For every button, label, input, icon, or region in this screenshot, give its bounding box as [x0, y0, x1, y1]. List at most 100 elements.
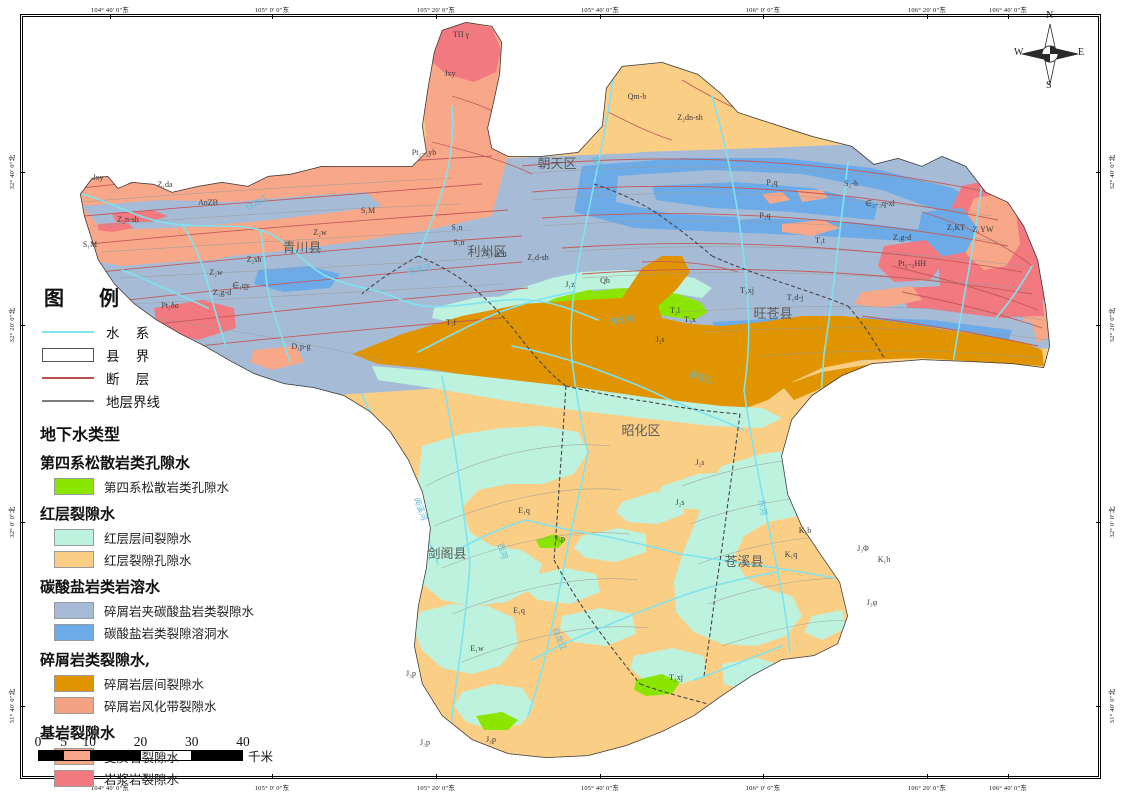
river-line-symbol [40, 325, 96, 339]
graticule-label-bottom-3: 105° 40' 0"东 [580, 785, 620, 792]
legend-group-heading-0: 第四系松散岩类孔隙水 [40, 454, 191, 472]
geo-unit-label-23: T₁f [446, 318, 457, 327]
geo-unit-label-53: T₃xj [669, 673, 683, 682]
graticule-label-top-0: 104° 40' 0"东 [90, 7, 130, 14]
legend-swatch-label-2-1: 碳酸盐岩类裂隙溶洞水 [104, 626, 230, 641]
graticule-label-right-1: 32° 20' 0"北 [1109, 307, 1116, 343]
graticule-label-right-0: 32° 40' 0"北 [1109, 154, 1116, 190]
graticule-tick-bottom [763, 774, 765, 779]
geo-unit-label-7: S₁M [83, 240, 97, 249]
legend-row-county-boundary: 县 界 [40, 344, 290, 366]
scale-tick-40: 40 [236, 734, 250, 749]
geo-unit-label-43: K₁b [799, 526, 812, 535]
scale-bar-unit: 千米 [248, 749, 274, 764]
scale-tick-20: 20 [133, 734, 148, 749]
legend-item-2-1: 碳酸盐岩类裂隙溶洞水 [54, 623, 290, 642]
geo-unit-label-34: Pt₂₋₃HH [898, 259, 926, 268]
geo-unit-label-21: J₁z [565, 280, 575, 289]
county-label-4: 昭化区 [621, 424, 660, 439]
graticule-label-top-6: 106° 40' 0"东 [988, 7, 1028, 14]
geo-unit-label-28: P₁q [759, 211, 770, 220]
legend-item-2-0: 碎屑岩夹碳酸盐岩类裂隙水 [54, 601, 290, 620]
geo-unit-label-32: Z₁KT [947, 223, 965, 232]
geo-unit-label-3: Jxy [92, 173, 103, 182]
county-label-0: 青川县 [282, 241, 321, 256]
geo-unit-label-29: S₂-h [844, 179, 858, 188]
graticule-tick-top [272, 14, 274, 19]
geo-unit-label-38: T₂l [670, 306, 681, 315]
geo-unit-label-41: E₁q [518, 506, 530, 515]
geo-unit-label-19: Z₂d-sh [527, 253, 548, 262]
legend-swatch-4-1 [54, 770, 94, 787]
legend-swatch-2-0 [54, 602, 94, 619]
graticule-label-top-5: 106° 20' 0"东 [907, 7, 947, 14]
geo-unit-label-17: S₁n [453, 238, 464, 247]
geo-unit-label-44: K₁q [785, 550, 798, 559]
county-boundary-symbol [40, 348, 96, 362]
legend-swatch-label-3-1: 碎屑岩风化带裂隙水 [104, 699, 217, 714]
compass-east-label: E [1078, 47, 1085, 58]
legend-group-heading-1: 红层裂隙水 [40, 505, 116, 523]
map-neatline [20, 14, 1101, 779]
geo-unit-label-22: J₂s [655, 335, 664, 344]
graticule-tick-bottom [1008, 774, 1010, 779]
geo-unit-label-6: Z₂n-sh [117, 215, 138, 224]
geo-unit-label-1: Jxy [444, 69, 455, 78]
geo-unit-label-11: Z₂w [209, 268, 223, 277]
compass-north-label: N [1046, 10, 1054, 21]
legend-line-symbols: 水 系县 界断 层地层界线 [40, 321, 290, 412]
graticule-label-left-2: 32° 0' 0"北 [9, 506, 16, 538]
legend-swatch-2-1 [54, 624, 94, 641]
graticule-tick-top [763, 14, 765, 19]
graticule-label-right-3: 31° 40' 0"北 [1109, 688, 1116, 724]
legend-group-heading-2: 碳酸盐岩类岩溶水 [40, 578, 161, 596]
legend-swatch-1-1 [54, 551, 94, 568]
geo-unit-label-36: T₃xj [740, 286, 754, 295]
river-label-5: 西河 [496, 542, 510, 560]
geo-unit-label-12: Pt₂δo [161, 301, 178, 310]
legend-row-river-line: 水 系 [40, 321, 290, 343]
map-inner-frame [22, 16, 1099, 777]
graticule-label-bottom-0: 104° 40' 0"东 [90, 785, 130, 792]
graticule-tick-top [110, 14, 112, 19]
legend-swatch-groups: 第四系松散岩类孔隙水 第四系松散岩类孔隙水 红层裂隙水 红层层间裂隙水 红层裂隙孔隙水碳… [40, 452, 290, 788]
legend-swatch-label-0-0: 第四系松散岩类孔隙水 [104, 480, 230, 495]
scale-tick-0: 0 [34, 734, 42, 749]
legend-swatch-label-1-0: 红层层间裂隙水 [104, 531, 192, 546]
geo-unit-label-14: ∈₁qy [232, 281, 250, 290]
legend-swatch-0-0 [54, 478, 94, 495]
graticule-tick-left [20, 706, 25, 708]
geo-unit-label-39: J₂s [695, 458, 704, 467]
geo-unit-label-42: J₃p [555, 534, 565, 543]
legend-item-1-0: 红层层间裂隙水 [54, 528, 290, 547]
legend-label-river-line: 水 系 [106, 326, 156, 342]
graticule-label-left-1: 32° 20' 0"北 [9, 307, 16, 343]
geo-unit-label-24: T₃x [684, 315, 696, 324]
graticule-tick-bottom [600, 774, 602, 779]
geo-unit-label-16: S₁n [451, 223, 462, 232]
legend-swatch-label-3-0: 碎屑岩层间裂隙水 [104, 677, 205, 692]
geo-unit-label-31: Z₁g-d [893, 233, 911, 242]
geo-unit-label-18: S₂-₃k-h [483, 249, 506, 258]
legend-title: 图 例 [44, 286, 133, 310]
scale-tick-30: 30 [185, 734, 199, 749]
stratum-boundary-symbol [40, 394, 96, 408]
compass-rose: N S E W [1012, 10, 1088, 94]
geo-unit-label-8: S₁M [361, 206, 375, 215]
geo-unit-label-30: ∈₂₋₃q-xl [865, 199, 895, 208]
graticule-tick-right [1096, 325, 1101, 327]
graticule-tick-bottom [110, 774, 112, 779]
graticule-tick-top [600, 14, 602, 19]
legend-item-1-1: 红层裂隙孔隙水 [54, 550, 290, 569]
geo-unit-label-10: Z₂sh [247, 255, 262, 264]
graticule-tick-left [20, 325, 25, 327]
geo-unit-label-25: Qm-b [628, 92, 647, 101]
graticule-tick-top [927, 14, 929, 19]
scale-bar: 0 5 10 20 30 40 千米 [34, 734, 288, 764]
legend-item-0-0: 第四系松散岩类孔隙水 [54, 477, 290, 496]
geo-unit-label-37: T₁d-j [787, 293, 804, 302]
legend-swatch-label-2-0: 碎屑岩夹碳酸盐岩类裂隙水 [104, 604, 255, 619]
geo-unit-label-9: Z₂w [313, 228, 327, 237]
county-label-5: 剑阁县 [427, 546, 466, 562]
